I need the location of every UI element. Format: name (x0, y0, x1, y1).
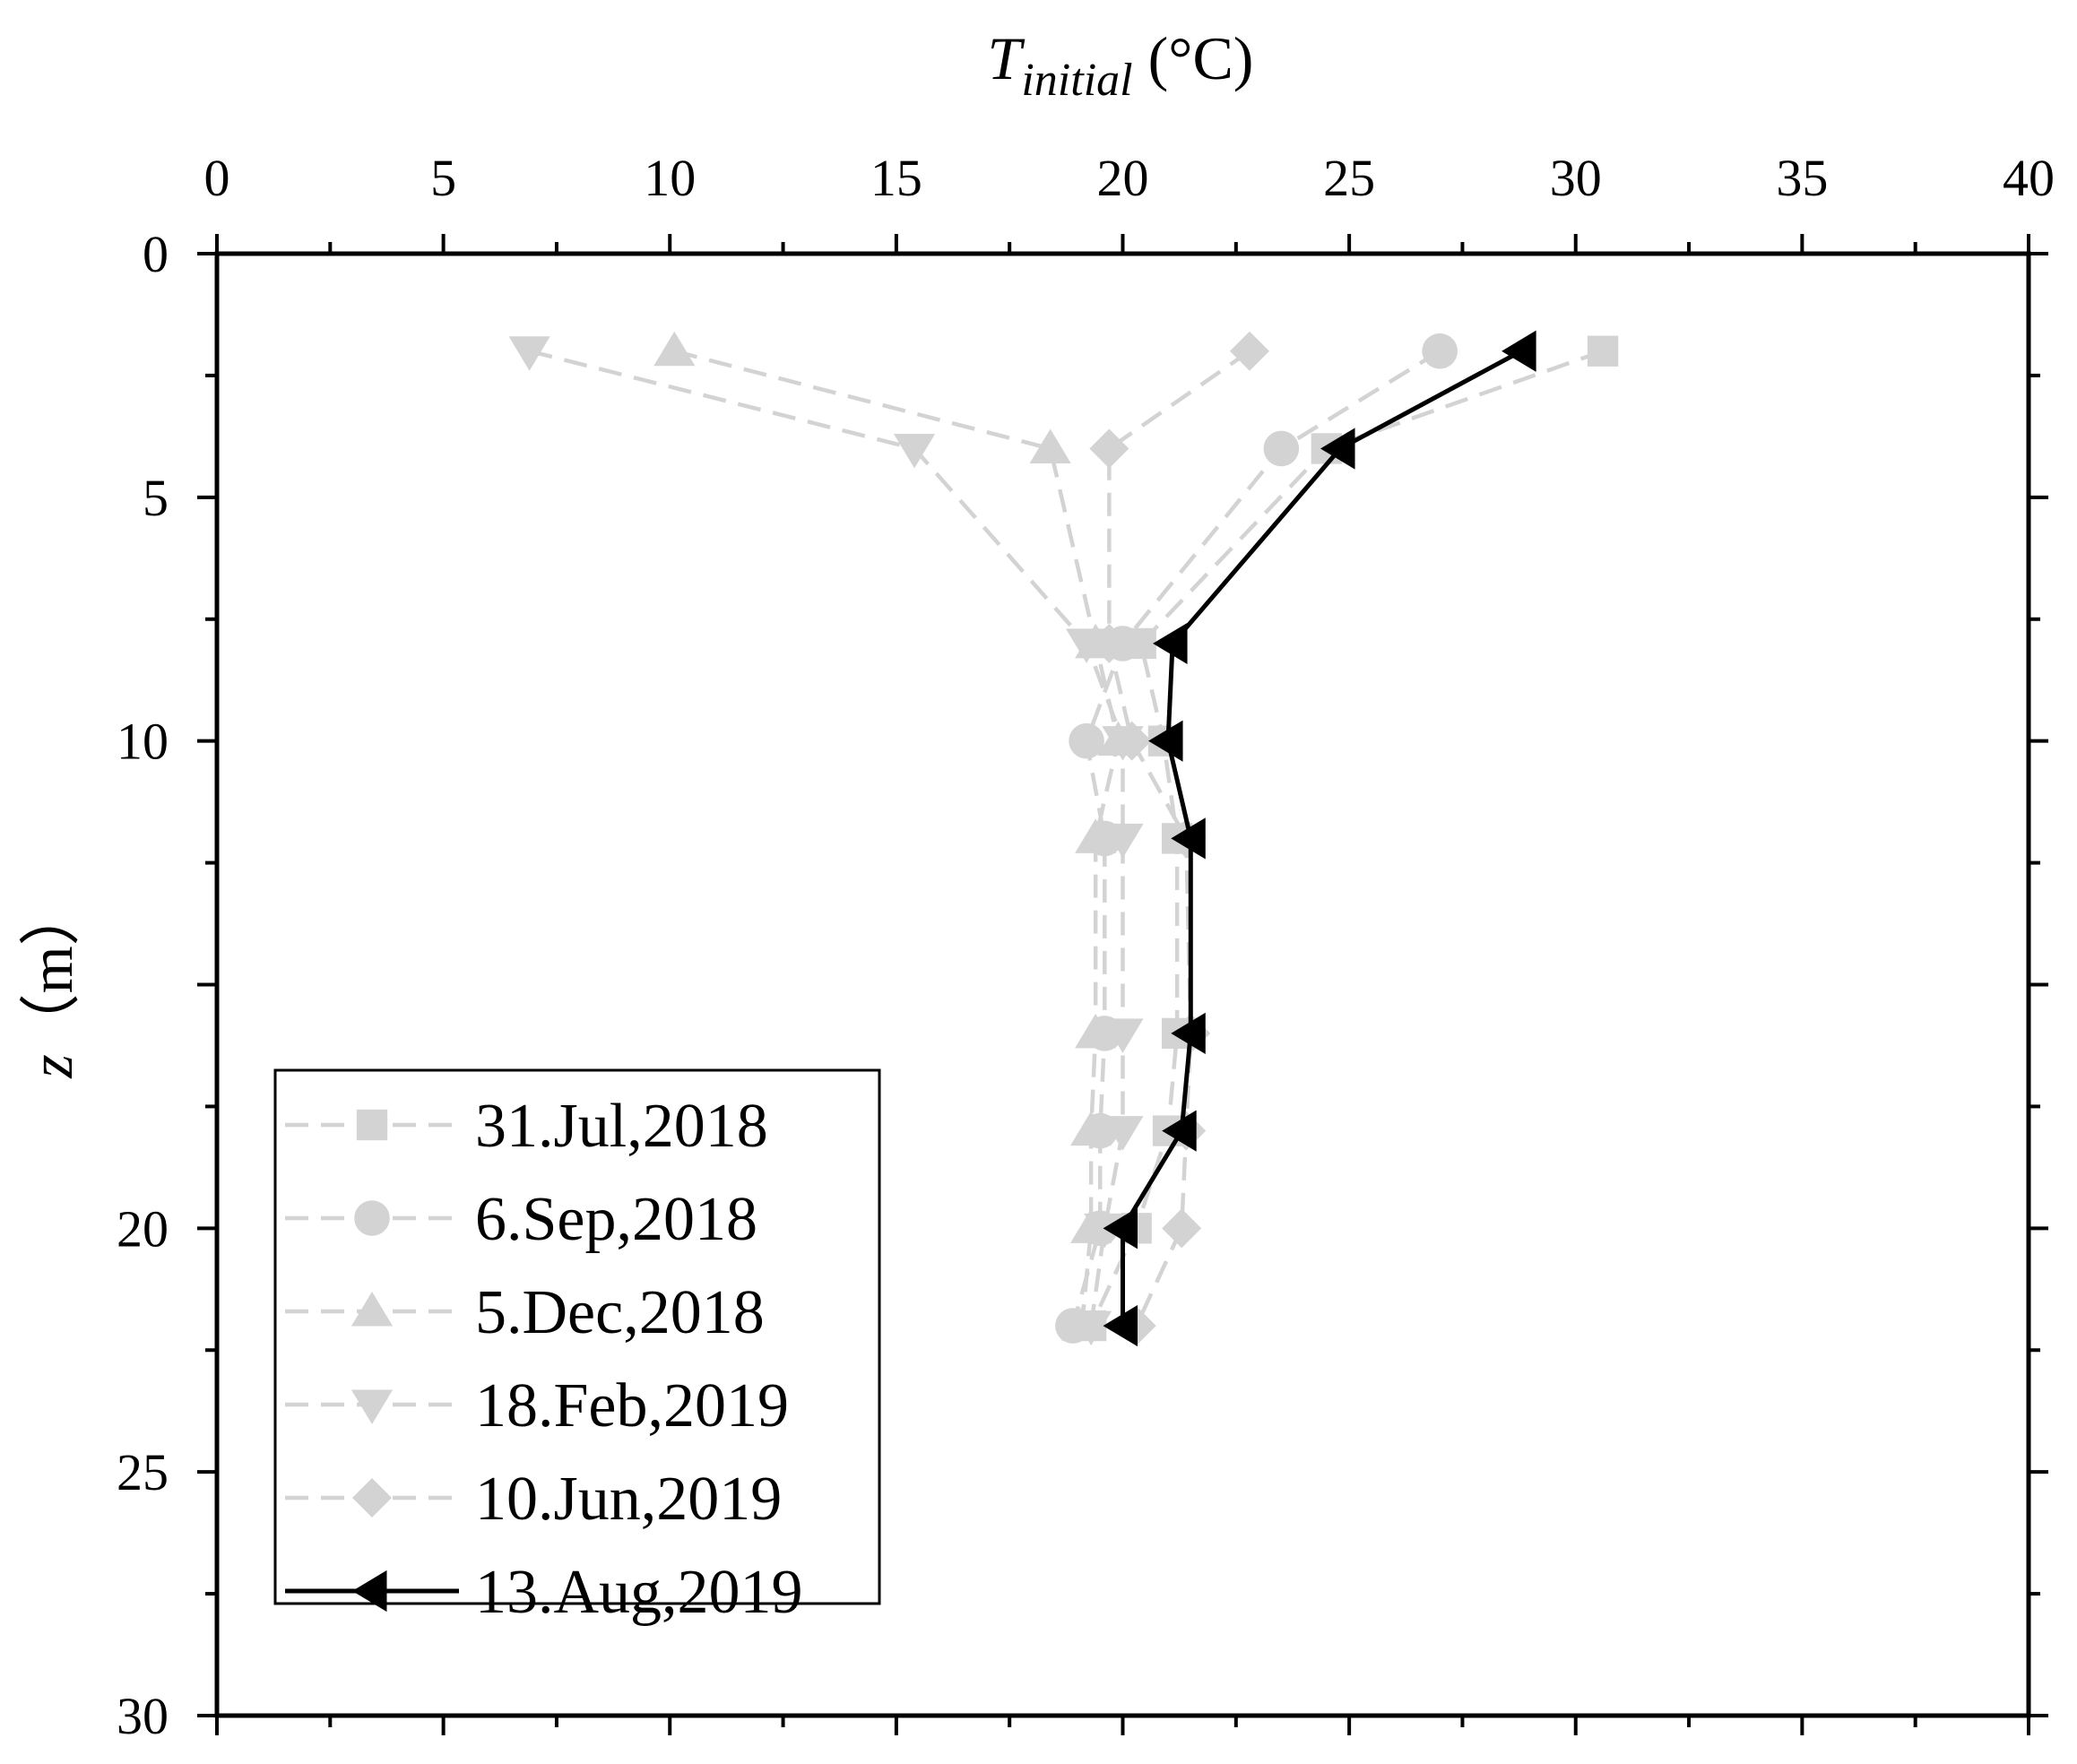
x-axis-title-main: T (988, 24, 1026, 92)
data-point (1102, 1018, 1144, 1053)
legend-item: 31.Jul,2018 (285, 1092, 768, 1161)
legend-item: 13.Aug,2019 (285, 1558, 803, 1627)
data-point (1070, 1310, 1112, 1346)
data-point (1171, 1012, 1206, 1054)
data-point (1229, 331, 1269, 371)
data-point (1103, 1207, 1138, 1250)
legend-item: 10.Jun,2019 (285, 1465, 782, 1534)
legend: 31.Jul,2018 6.Sep,2018 5.Dec,2018 18.Feb,20… (273, 1068, 881, 1627)
y-tick-label: 25 (117, 1443, 169, 1501)
legend-item: 6.Sep,2018 (285, 1185, 757, 1254)
legend-label: 10.Jun,2019 (475, 1465, 782, 1534)
legend-item: 18.Feb,2019 (285, 1371, 789, 1440)
series-5 (1103, 330, 1536, 1347)
x-tick-label: 5 (430, 149, 456, 207)
y-axis-title-main: z (17, 1054, 85, 1078)
x-tick-label: 25 (1323, 149, 1375, 207)
x-tick-label: 35 (1776, 149, 1828, 207)
x-axis-title: Tinitial (°C) (988, 24, 1254, 106)
data-point (1075, 1013, 1117, 1049)
x-tick-label: 10 (644, 149, 696, 207)
data-point (1501, 330, 1536, 372)
x-tick-label: 20 (1097, 149, 1149, 207)
legend-marker (354, 1200, 390, 1236)
y-axis-title: z（m） (17, 885, 85, 1078)
data-point (1029, 428, 1071, 463)
data-point (508, 336, 550, 371)
legend-item: 5.Dec,2018 (285, 1278, 765, 1347)
data-point (1153, 622, 1188, 665)
legend-label: 13.Aug,2019 (475, 1558, 803, 1627)
data-point (893, 433, 936, 469)
data-point (1069, 722, 1104, 759)
y-tick-label: 30 (117, 1687, 169, 1745)
y-tick-label: 10 (117, 713, 169, 771)
legend-marker (356, 1109, 388, 1141)
data-point (1112, 721, 1152, 761)
legend-label: 31.Jul,2018 (475, 1092, 768, 1161)
x-axis-title-unit: (°C) (1133, 24, 1254, 92)
legend-label: 18.Feb,2019 (475, 1371, 789, 1440)
data-point (1171, 817, 1206, 860)
series-line (529, 349, 1125, 1327)
data-point (1089, 623, 1129, 663)
x-tick-label: 0 (204, 149, 230, 207)
data-point (1162, 1208, 1202, 1249)
tick-labels: 0 5 10 15 20 25 30 35 40 0 5 10 20 25 30 (117, 149, 2055, 1745)
x-tick-label: 15 (870, 149, 922, 207)
legend-label: 6.Sep,2018 (475, 1185, 757, 1254)
legend-marker (350, 1292, 394, 1327)
y-tick-label: 20 (117, 1199, 169, 1258)
data-point (1422, 333, 1458, 369)
data-point (1103, 1304, 1138, 1347)
x-axis-title-sub: initial (1021, 55, 1132, 106)
legend-label: 5.Dec,2018 (475, 1278, 765, 1347)
data-point (1162, 1110, 1197, 1152)
series-line (1070, 349, 1441, 1327)
data-point (1263, 430, 1300, 467)
legend-marker (352, 1569, 387, 1613)
data-point (1102, 823, 1144, 859)
data-point (1070, 1111, 1112, 1146)
data-point (1089, 428, 1129, 469)
data-point (653, 331, 696, 367)
plot-frame (214, 251, 2031, 1718)
data-point (1320, 428, 1355, 470)
series-0 (1075, 335, 1619, 1342)
y-axis-title-unit: （m） (17, 885, 85, 1054)
y-tick-label: 5 (143, 469, 169, 527)
legend-marker (350, 1389, 394, 1424)
y-tick-label: 0 (143, 225, 169, 283)
x-tick-label: 30 (1550, 149, 1602, 207)
legend-marker (352, 1478, 392, 1518)
x-tick-label: 40 (2003, 149, 2055, 207)
series-2 (653, 331, 1139, 1341)
data-point (1102, 1116, 1144, 1151)
data-point (1587, 335, 1619, 367)
data-point (1075, 818, 1117, 853)
series-layer (508, 330, 1619, 1347)
data-point (1148, 720, 1183, 762)
legend-box (273, 1068, 881, 1605)
